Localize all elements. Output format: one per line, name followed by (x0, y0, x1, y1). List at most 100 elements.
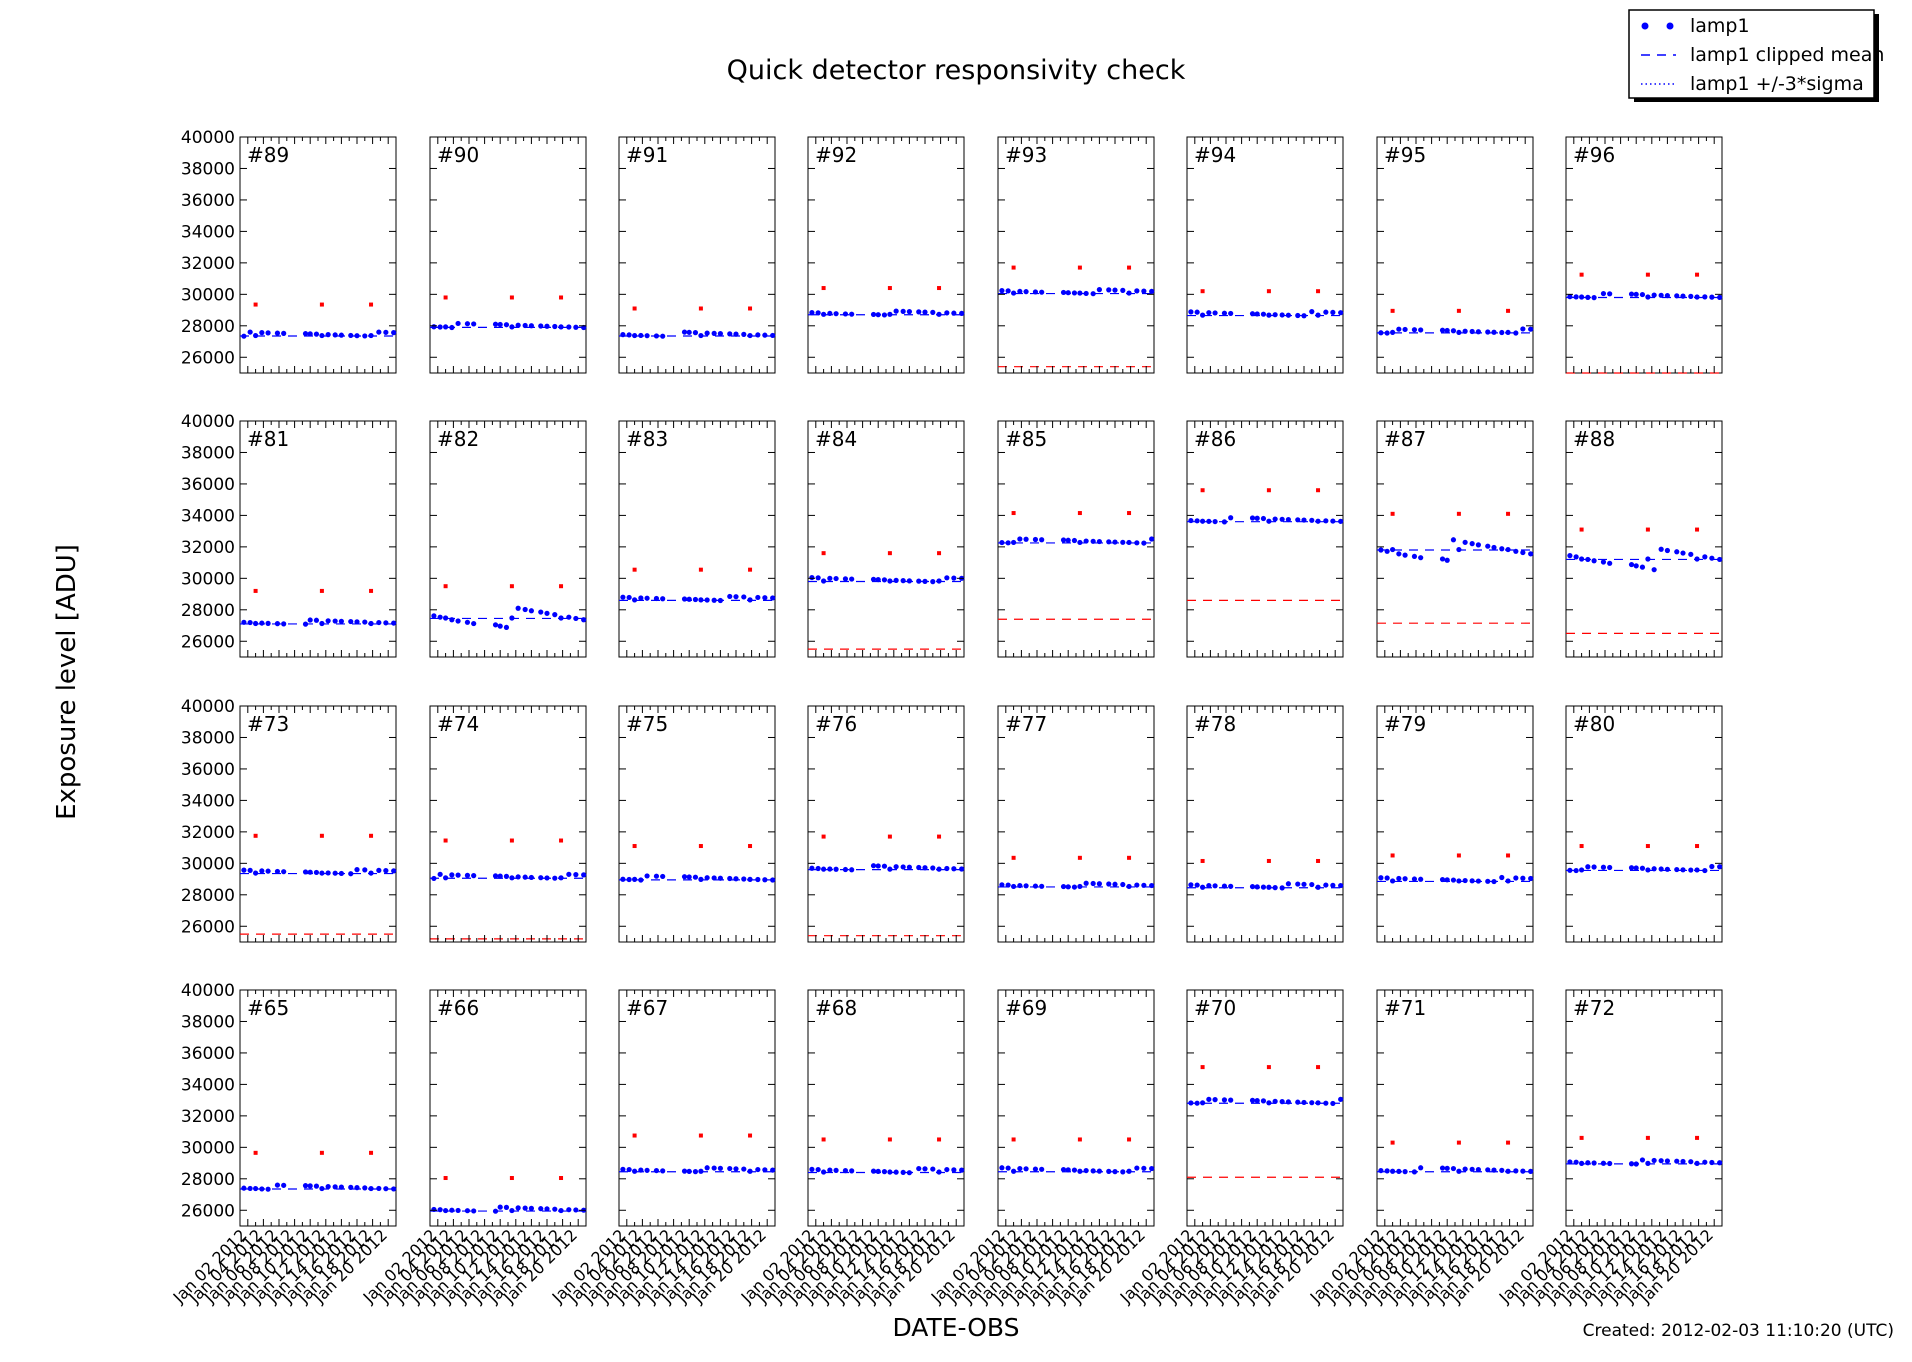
panel: #85 (997, 420, 1155, 658)
data-point (1456, 1168, 1462, 1174)
outlier-point (1316, 1065, 1321, 1070)
data-point (1005, 1165, 1011, 1171)
outlier-point (937, 834, 942, 839)
panel-label: #84 (815, 427, 857, 451)
data-point (875, 1168, 881, 1174)
y-tick-label: 38000 (181, 1012, 235, 1032)
data-point (1628, 1161, 1635, 1167)
data-point (1469, 328, 1475, 335)
data-point (809, 1166, 815, 1172)
data-point (1528, 1168, 1534, 1174)
data-point (552, 323, 558, 330)
data-point (741, 594, 747, 600)
outlier-point (1011, 855, 1016, 860)
panel: #91 (618, 136, 776, 374)
panel: #78 (1186, 705, 1344, 943)
outlier-point (509, 1176, 514, 1181)
data-point (471, 1208, 477, 1214)
y-tick-label: 28000 (181, 317, 235, 337)
chart-title: Quick detector responsivity check (727, 55, 1186, 86)
data-point (1717, 294, 1723, 300)
outlier-point (369, 302, 374, 307)
data-point (443, 324, 449, 330)
data-point (704, 1165, 710, 1171)
outlier-point (887, 551, 892, 556)
data-point (302, 621, 309, 627)
data-point (944, 1166, 950, 1173)
data-point (1060, 883, 1067, 890)
data-point (632, 597, 638, 603)
data-point (999, 1165, 1005, 1171)
data-point (1462, 1166, 1468, 1172)
data-point (558, 1207, 564, 1214)
data-point (348, 332, 354, 339)
data-point (1301, 881, 1307, 887)
data-point (1301, 313, 1307, 319)
data-point (566, 614, 572, 620)
data-point (1674, 293, 1680, 299)
data-point (1023, 289, 1029, 295)
panel-label: #89 (247, 143, 289, 167)
panel: #76 (807, 705, 965, 943)
data-point (1633, 563, 1639, 569)
outlier-point (1579, 272, 1584, 277)
data-point (1106, 539, 1112, 545)
data-point (1505, 1168, 1511, 1174)
data-point (916, 578, 922, 584)
outlier-point (1390, 308, 1395, 313)
data-point (741, 876, 747, 882)
data-point (566, 871, 572, 877)
data-point (348, 871, 354, 877)
data-point (900, 578, 906, 584)
data-point (1309, 1100, 1315, 1106)
panel-label: #95 (1384, 143, 1426, 167)
data-point (1499, 546, 1505, 552)
data-point (1071, 290, 1078, 296)
panel-label: #94 (1194, 143, 1236, 167)
outlier-point (1011, 1137, 1016, 1142)
data-point (1639, 865, 1646, 871)
data-point (1450, 328, 1457, 334)
data-point (1039, 537, 1045, 543)
y-tick-label: 34000 (181, 791, 235, 811)
data-point (821, 578, 827, 584)
data-point (1260, 884, 1267, 890)
data-point (849, 867, 855, 873)
data-point (887, 866, 893, 872)
outlier-point (369, 833, 374, 838)
panel: #73 26000 28000 30000 32000 34000 36000 38000 40… (181, 697, 397, 943)
data-point (686, 329, 692, 335)
data-point (711, 597, 717, 603)
data-point (253, 620, 259, 627)
outlier-point (698, 844, 703, 849)
data-point (1338, 310, 1344, 316)
panel: #79 (1376, 705, 1534, 943)
data-point (1254, 1098, 1260, 1104)
outlier-point (509, 295, 514, 300)
panel-frame (1565, 705, 1723, 943)
data-point (1573, 554, 1579, 560)
data-point (1005, 540, 1011, 546)
data-point (1338, 518, 1344, 524)
y-axis-label: Exposure level [ADU] (52, 544, 82, 820)
outlier-point (253, 1150, 258, 1155)
data-point (660, 873, 666, 880)
data-point (1475, 542, 1481, 548)
data-point (1390, 1168, 1396, 1174)
data-point (959, 1167, 965, 1173)
data-point (692, 874, 699, 880)
data-point (1065, 290, 1071, 296)
data-point (692, 1169, 699, 1175)
data-point (959, 310, 965, 317)
data-point (1579, 294, 1585, 300)
outlier-point (632, 844, 637, 849)
data-point (1485, 1167, 1491, 1173)
data-point (391, 1186, 397, 1192)
data-point (711, 1165, 717, 1171)
data-point (870, 576, 877, 582)
panel-frame (1186, 989, 1344, 1227)
data-point (717, 331, 724, 337)
data-point (1645, 867, 1651, 873)
data-point (1206, 518, 1212, 524)
